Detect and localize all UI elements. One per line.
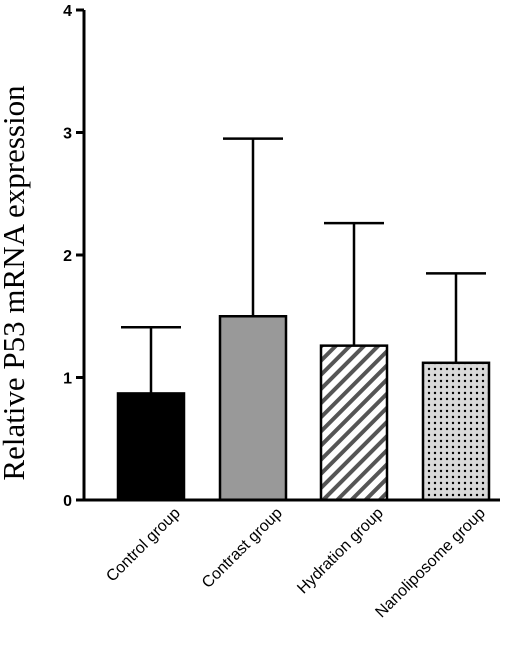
category-label: Hydration group <box>294 505 387 598</box>
y-tick-label: 1 <box>63 371 72 388</box>
category-labels: Control group Contrast group Hydration gro… <box>103 505 489 622</box>
error-bars <box>121 137 486 394</box>
y-tick-label: 3 <box>63 126 72 143</box>
category-label: Contrast group <box>199 505 286 592</box>
bar-hydration-group <box>319 344 389 502</box>
category-label: Nanoliposome group <box>372 505 488 621</box>
y-axis-title: Relative P53 mRNA expression <box>0 85 31 481</box>
bar-nanoliposome-group <box>421 361 491 502</box>
bar-control-group <box>116 392 186 502</box>
bars <box>116 315 491 502</box>
y-ticks: 0 1 2 3 4 <box>63 3 84 510</box>
category-label: Control group <box>103 505 184 586</box>
y-tick-label: 0 <box>63 493 72 510</box>
y-tick-label: 4 <box>63 3 72 20</box>
bar-contrast-group <box>218 315 288 502</box>
y-tick-label: 2 <box>63 248 72 265</box>
